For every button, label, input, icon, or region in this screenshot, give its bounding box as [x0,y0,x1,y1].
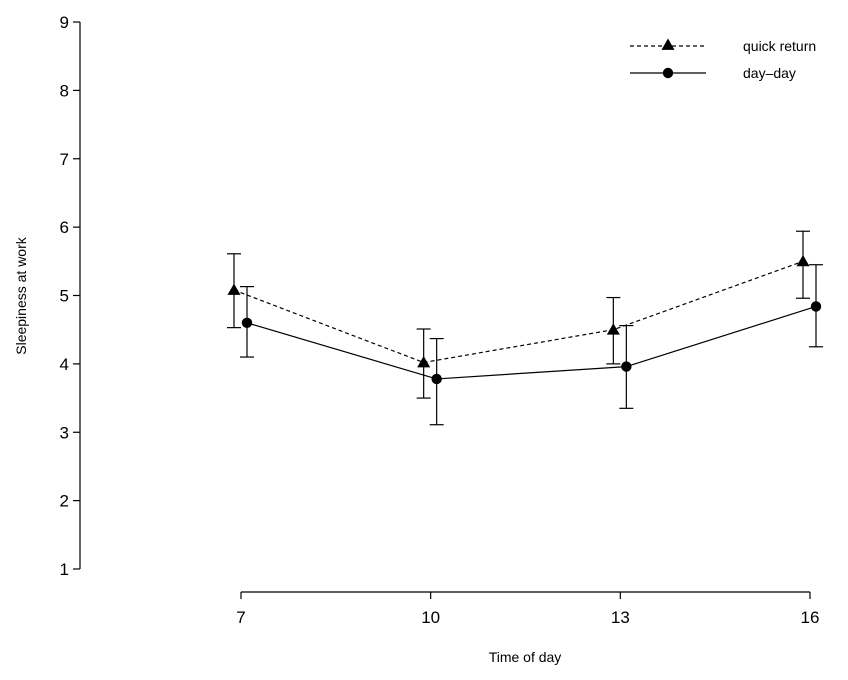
y-tick-label: 5 [60,287,69,306]
series-0 [227,230,810,399]
legend-label: day–day [743,65,796,81]
legend-marker [661,38,675,50]
y-tick-label: 8 [60,81,69,100]
y-axis: 1 2 3 4 5 6 7 8 9 [60,13,81,579]
legend-item: quick return [630,38,816,54]
y-tick-label: 2 [60,492,69,511]
y-tick-label: 9 [60,13,69,32]
y-tick-label: 1 [60,560,69,579]
y-tick-label: 6 [60,218,69,237]
data-point [431,373,442,385]
data-point [227,283,241,295]
data-point [417,356,431,368]
x-axis: 7 10 13 16 [236,591,820,627]
legend: quick return day–day [630,38,816,81]
x-tick-label: 16 [801,608,820,627]
series-line [246,305,817,380]
series-1 [240,264,823,426]
data-point [606,323,620,335]
data-point [621,361,632,372]
x-tick-label: 13 [611,608,630,627]
x-axis-title: Time of day [489,649,562,665]
legend-item: day–day [630,65,796,81]
y-axis-title: Sleepiness at work [13,236,29,355]
legend-marker [662,67,674,79]
legend-label: quick return [743,38,816,54]
x-tick-label: 10 [421,608,440,627]
x-tick-label: 7 [236,608,245,627]
series-line [233,260,804,364]
data-point [241,317,253,329]
data-point [810,301,822,312]
y-tick-label: 4 [60,355,69,374]
data-point [796,254,810,267]
plot-series [227,230,823,426]
y-tick-label: 3 [60,423,69,442]
y-tick-label: 7 [60,150,69,169]
